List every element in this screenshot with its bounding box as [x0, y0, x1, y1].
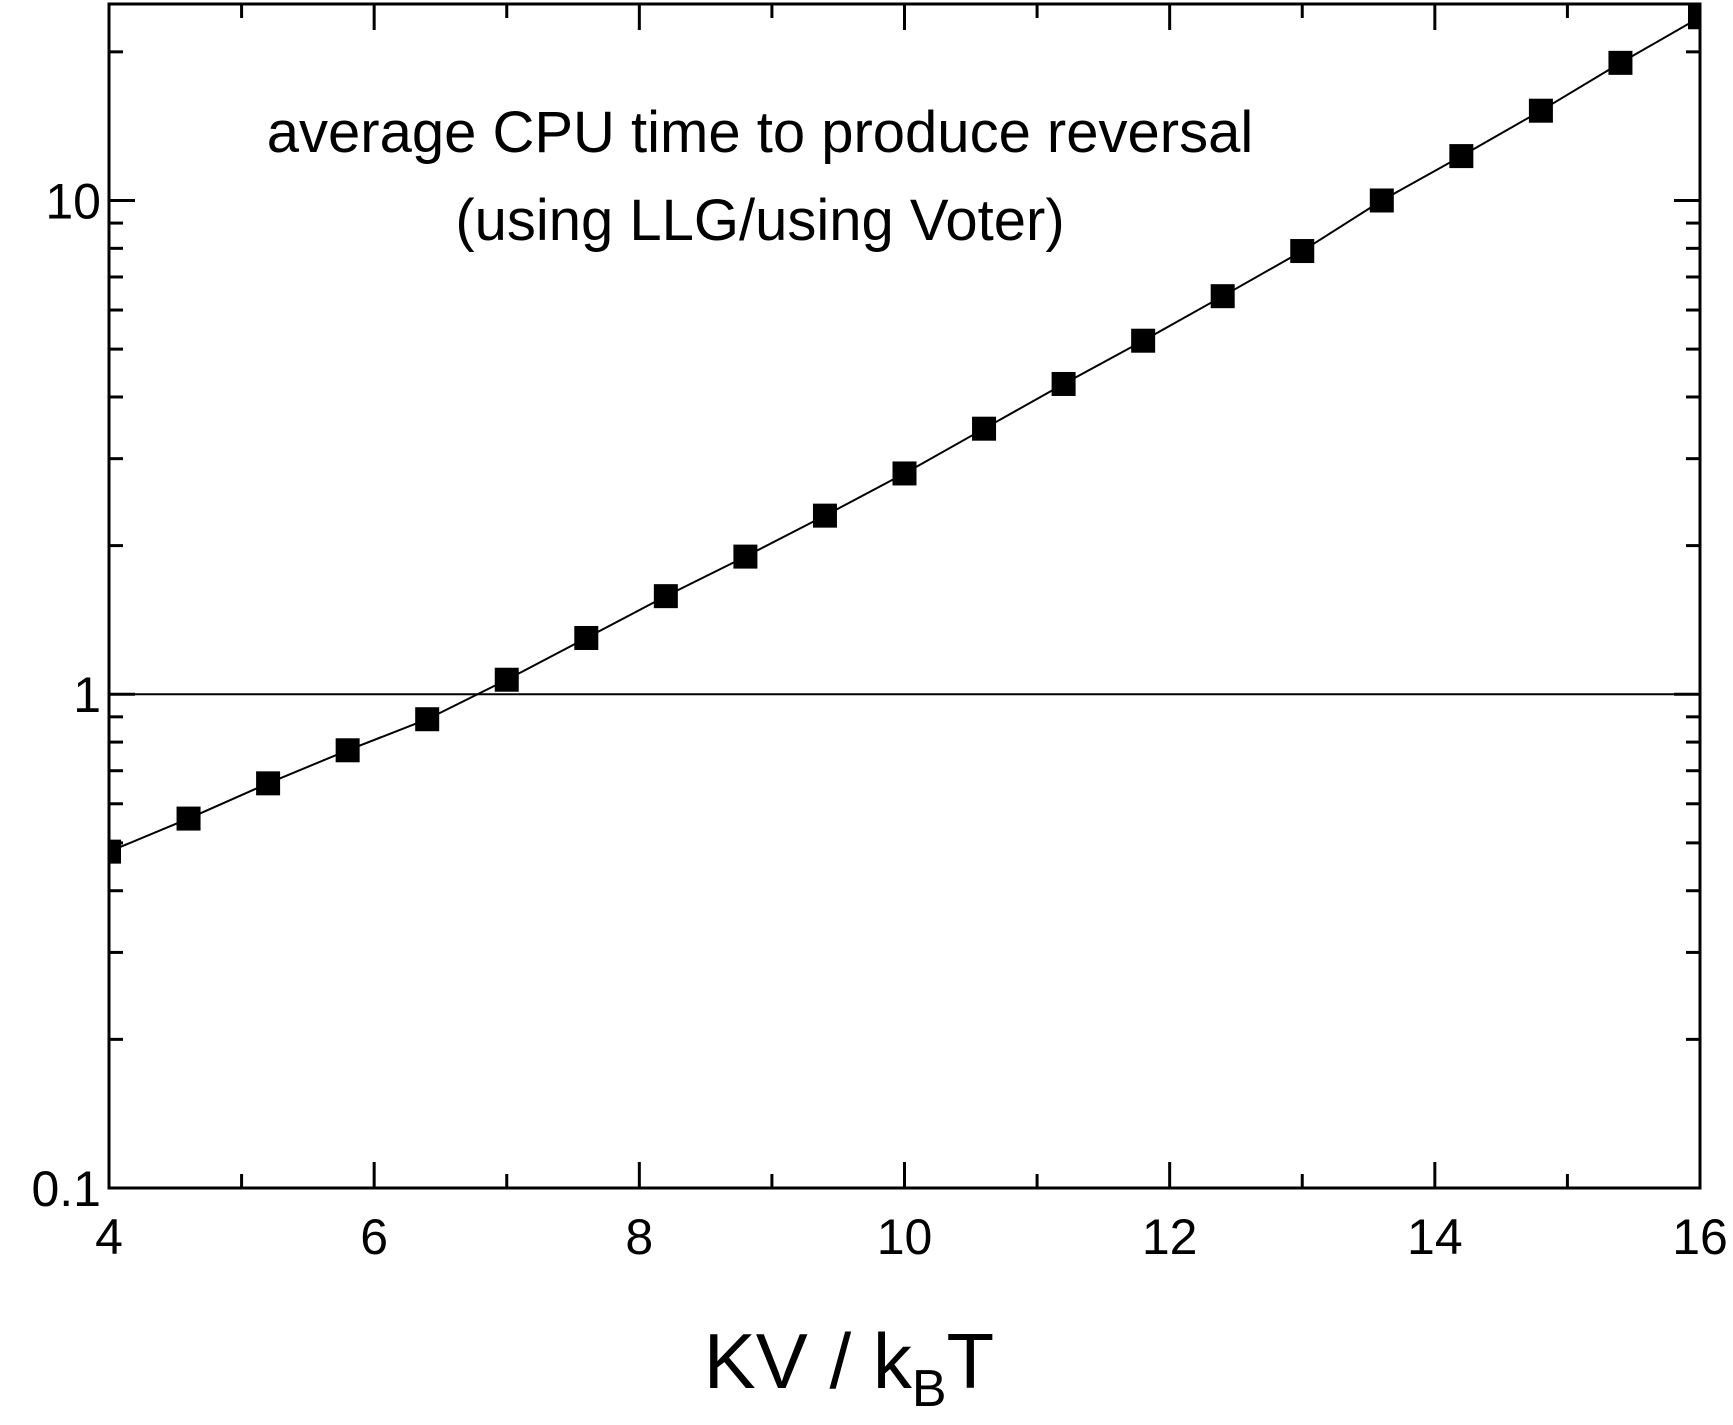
- data-point-marker: [733, 544, 758, 569]
- x-axis-title: KV / kBT: [704, 1317, 994, 1418]
- data-point-marker: [574, 625, 599, 650]
- data-point-marker: [1608, 50, 1633, 75]
- data-point-marker: [335, 738, 360, 763]
- x-tick-label: 12: [1142, 1209, 1198, 1265]
- x-tick-label: 4: [95, 1209, 123, 1265]
- tick-labels-layer: 4 6 8 10 12 14 16 0.1 1 10: [31, 173, 1727, 1265]
- series-layer: [109, 5, 1700, 864]
- data-point-marker: [1131, 328, 1156, 353]
- plot-frame: [107, 2, 1702, 1190]
- annotation-line-2: (using LLG/using Voter): [455, 188, 1064, 253]
- y-tick-label: 0.1: [31, 1161, 101, 1217]
- x-axis-title-suffix: T: [947, 1317, 995, 1405]
- y-tick-label: 10: [45, 173, 101, 229]
- data-point-marker: [1528, 98, 1553, 123]
- x-axis-title-main: KV / k: [704, 1317, 913, 1405]
- x-tick-label: 8: [625, 1209, 653, 1265]
- x-tick-label: 10: [877, 1209, 933, 1265]
- data-point-marker: [1688, 5, 1700, 30]
- data-point-marker: [972, 416, 997, 441]
- data-point-marker: [1449, 144, 1474, 169]
- data-point-marker: [1369, 188, 1394, 213]
- data-point-marker: [812, 503, 837, 528]
- data-point-marker: [892, 461, 917, 486]
- data-point-marker: [1290, 239, 1315, 264]
- data-point-marker: [256, 771, 281, 796]
- data-point-marker: [109, 839, 121, 864]
- data-point-marker: [415, 707, 440, 732]
- annotation-line-1: average CPU time to produce reversal: [267, 100, 1253, 165]
- x-axis-title-subscript: B: [912, 1360, 947, 1418]
- x-tick-label: 6: [360, 1209, 388, 1265]
- data-point-marker: [1051, 371, 1076, 396]
- data-point-marker: [653, 584, 678, 609]
- y-tick-label: 1: [73, 667, 101, 723]
- data-point-marker: [176, 806, 201, 831]
- data-point-marker: [1210, 284, 1235, 309]
- x-tick-label: 16: [1672, 1209, 1728, 1265]
- ticks-layer: [107, 4, 1702, 1190]
- x-tick-label: 14: [1407, 1209, 1463, 1265]
- data-point-marker: [494, 667, 519, 692]
